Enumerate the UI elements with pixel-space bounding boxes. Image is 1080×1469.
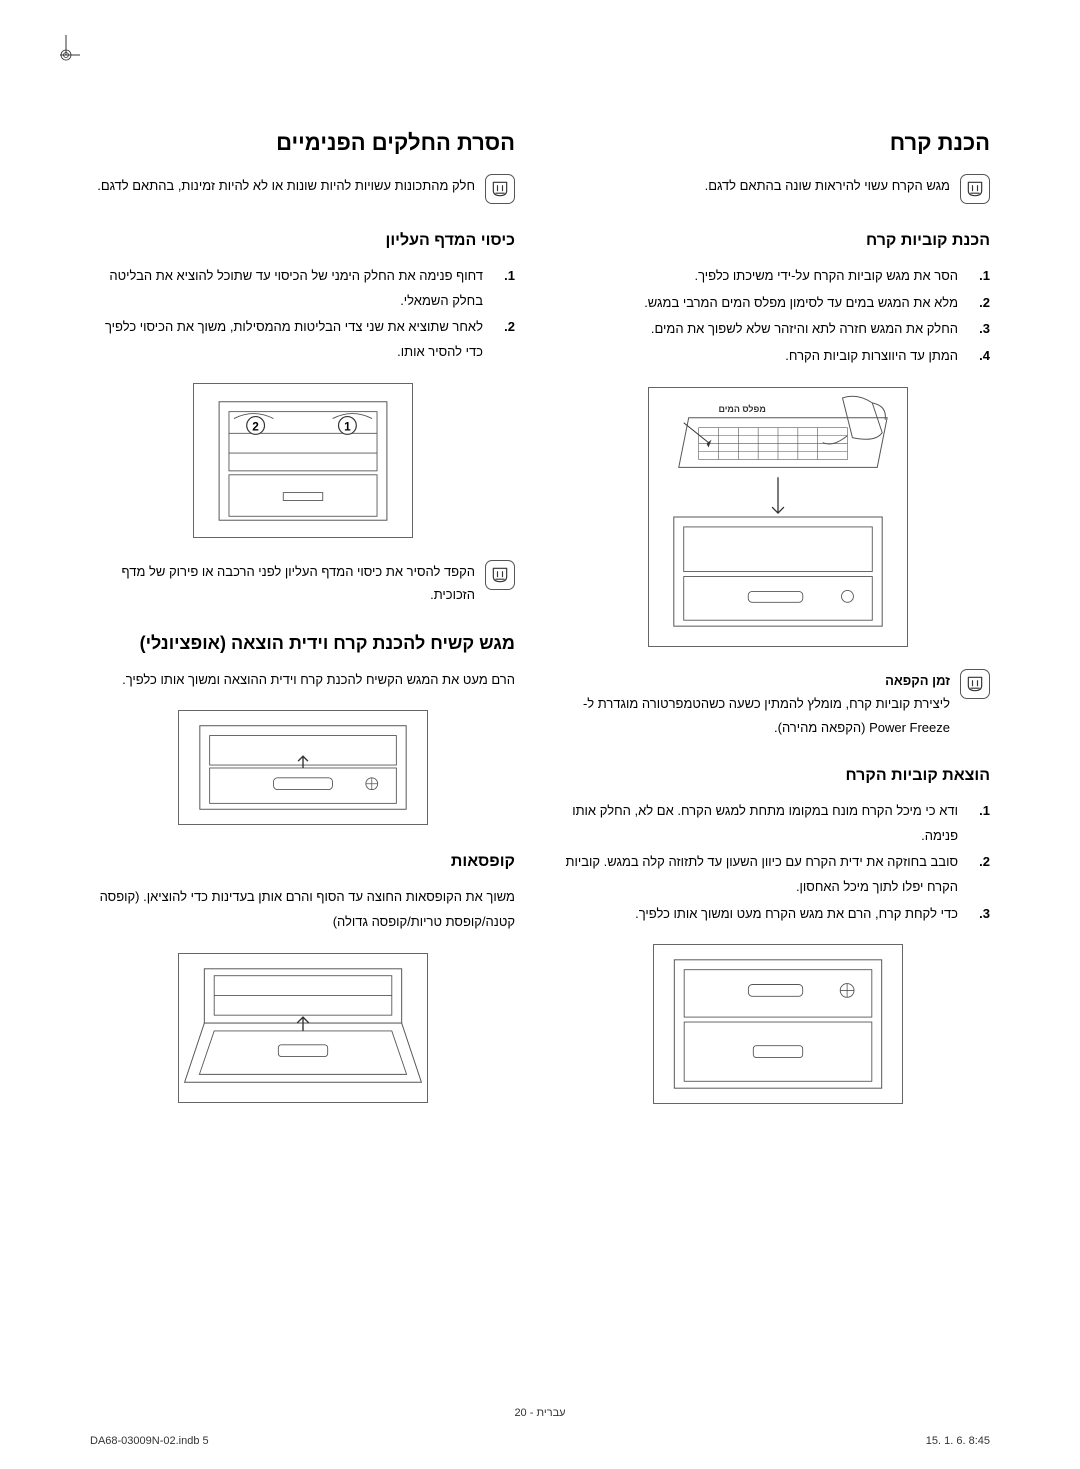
note-icon (960, 174, 990, 204)
note-glass-shelf: הקפד להסיר את כיסוי המדף העליון לפני הרכ… (90, 560, 515, 607)
svg-text:2: 2 (252, 419, 259, 433)
heading-top-shelf-cover: כיסוי המדף העליון (90, 232, 515, 250)
note-freeze-time: זמן הקפאה ליצירת קוביות קרח, מומלץ להמתי… (565, 669, 990, 739)
heading-making-ice: הכנת קרח (565, 130, 990, 156)
note-tray-look: מגש הקרח עשוי להיראות שונה בהתאם לדגם. (565, 174, 990, 204)
crop-mark-icon (52, 35, 80, 63)
note-text: מגש הקרח עשוי להיראות שונה בהתאם לדגם. (705, 174, 950, 197)
step-text: ודא כי מיכל הקרח מונח במקומו מתחת למגש ה… (565, 799, 958, 848)
figure-boxes (90, 953, 515, 1103)
print-file: DA68-03009N-02.indb 5 (90, 1435, 209, 1447)
note-title: זמן הקפאה (885, 673, 950, 688)
step-text: לאחר שתוציא את שני צדי הבליטות מהמסילות,… (90, 315, 483, 364)
page-footer: עברית - 20 (0, 1407, 1080, 1419)
print-marks: DA68-03009N-02.indb 5 15. 1. 6. 8:45 (90, 1435, 990, 1447)
heading-make-cubes: הכנת קוביות קרח (565, 232, 990, 250)
step-text: דחוף פנימה את החלק הימני של הכיסוי עד שת… (90, 264, 483, 313)
figure-shelf-cover: 1 2 (90, 383, 515, 538)
step-text: החלק את המגש חזרה לתא והיזהר שלא לשפוך א… (651, 317, 958, 342)
steps-make-cubes: הסר את מגש קוביות הקרח על-ידי משיכתו כלפ… (565, 264, 990, 369)
body-boxes: משוך את הקופסאות החוצה עד הסוף והרם אותן… (90, 885, 515, 934)
figure-remove-cubes (565, 944, 990, 1104)
figure-label: מפלס המים (718, 404, 765, 414)
body-hard-tray: הרם מעט את המגש הקשיח להכנת קרח וידית הה… (90, 668, 515, 693)
step-text: כדי לקחת קרח, הרם את מגש הקרח מעט ומשוך … (635, 902, 958, 927)
note-text: חלק מהתכונות עשויות להיות שונות או לא לה… (97, 174, 475, 197)
note-icon (485, 560, 515, 590)
steps-top-shelf: דחוף פנימה את החלק הימני של הכיסוי עד שת… (90, 264, 515, 365)
note-body: ליצירת קוביות קרח, מומלץ להמתין כשעה כשה… (583, 696, 950, 734)
figure-hard-tray (90, 710, 515, 825)
figure-fill-tray: מפלס המים (565, 387, 990, 647)
note-text: זמן הקפאה ליצירת קוביות קרח, מומלץ להמתי… (565, 669, 950, 739)
print-timestamp: 15. 1. 6. 8:45 (926, 1435, 990, 1447)
step-text: המתן עד היווצרות קוביות הקרח. (785, 344, 958, 369)
heading-hard-tray: מגש קשיח להכנת קרח וידית הוצאה (אופציונל… (90, 633, 515, 654)
svg-text:1: 1 (344, 419, 351, 433)
note-model-variance: חלק מהתכונות עשויות להיות שונות או לא לה… (90, 174, 515, 204)
heading-boxes: קופסאות (90, 853, 515, 871)
note-icon (960, 669, 990, 699)
steps-remove-cubes: ודא כי מיכל הקרח מונח במקומו מתחת למגש ה… (565, 799, 990, 926)
note-text: הקפד להסיר את כיסוי המדף העליון לפני הרכ… (90, 560, 475, 607)
step-text: מלא את המגש במים עד לסימון מפלס המים המר… (644, 291, 958, 316)
note-icon (485, 174, 515, 204)
step-text: סובב בחוזקה את ידית הקרח עם כיוון השעון … (565, 850, 958, 899)
heading-remove-parts: הסרת החלקים הפנימיים (90, 130, 515, 156)
step-text: הסר את מגש קוביות הקרח על-ידי משיכתו כלפ… (695, 264, 959, 289)
heading-remove-cubes: הוצאת קוביות הקרח (565, 767, 990, 785)
